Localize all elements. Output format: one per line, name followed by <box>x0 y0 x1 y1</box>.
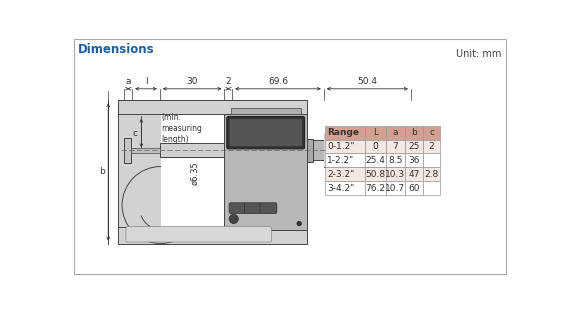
Bar <box>405 140 423 153</box>
Bar <box>423 181 440 195</box>
Text: 7: 7 <box>393 142 398 151</box>
Bar <box>131 148 160 153</box>
Text: 69.6: 69.6 <box>268 78 288 86</box>
Text: 2-3.2": 2-3.2" <box>327 170 354 179</box>
Circle shape <box>229 214 238 224</box>
Text: b: b <box>99 167 105 176</box>
Text: Unit: mm: Unit: mm <box>457 49 502 59</box>
Bar <box>386 153 405 167</box>
Bar <box>325 153 364 167</box>
FancyBboxPatch shape <box>260 203 277 214</box>
Text: 30: 30 <box>186 78 198 86</box>
Text: l: l <box>145 78 147 86</box>
Bar <box>405 181 423 195</box>
FancyBboxPatch shape <box>227 117 305 149</box>
Text: ø25: ø25 <box>426 135 435 150</box>
Bar <box>124 138 131 163</box>
Text: c: c <box>429 128 434 137</box>
Text: 2: 2 <box>429 142 434 151</box>
Bar <box>307 139 313 162</box>
Bar <box>325 140 364 153</box>
Text: 60: 60 <box>408 184 420 193</box>
Bar <box>160 144 224 157</box>
Text: c: c <box>132 129 137 138</box>
Text: 2.8: 2.8 <box>424 170 439 179</box>
Bar <box>423 153 440 167</box>
Bar <box>325 126 364 140</box>
Bar <box>325 181 364 195</box>
Text: a: a <box>393 128 398 137</box>
Text: Dimensions: Dimensions <box>77 43 154 56</box>
Bar <box>405 126 423 140</box>
Text: 76.2: 76.2 <box>366 184 385 193</box>
Bar <box>231 108 301 114</box>
Text: (min.
measuring
length): (min. measuring length) <box>162 113 202 144</box>
Bar <box>411 135 419 166</box>
Text: 8.5: 8.5 <box>388 156 403 165</box>
Text: 36: 36 <box>408 156 420 165</box>
Bar <box>411 137 432 163</box>
FancyBboxPatch shape <box>229 203 246 214</box>
Bar <box>423 140 440 153</box>
Text: 25.4: 25.4 <box>366 156 385 165</box>
Bar <box>423 126 440 140</box>
Bar <box>364 140 386 153</box>
Bar <box>364 181 386 195</box>
Bar <box>405 153 423 167</box>
Bar <box>386 181 405 195</box>
Bar <box>423 167 440 181</box>
Text: 50.4: 50.4 <box>357 78 377 86</box>
Polygon shape <box>324 133 347 167</box>
Bar <box>386 126 405 140</box>
FancyBboxPatch shape <box>245 203 262 214</box>
Text: a: a <box>125 78 131 86</box>
Circle shape <box>122 166 199 244</box>
Text: 25: 25 <box>408 142 420 151</box>
Text: 1-2.2": 1-2.2" <box>327 156 354 165</box>
Text: L: L <box>373 128 378 137</box>
Text: ø6.35: ø6.35 <box>191 162 200 185</box>
Text: b: b <box>411 128 417 137</box>
Bar <box>224 114 307 230</box>
Bar <box>118 227 307 244</box>
Text: 10.7: 10.7 <box>385 184 406 193</box>
Text: Range: Range <box>327 128 359 137</box>
FancyBboxPatch shape <box>126 227 271 242</box>
Bar <box>364 126 386 140</box>
Text: 10.3: 10.3 <box>385 170 406 179</box>
Text: 50.8: 50.8 <box>366 170 385 179</box>
Bar <box>386 167 405 181</box>
FancyBboxPatch shape <box>229 119 302 147</box>
Bar <box>118 100 160 230</box>
Text: 0-1.2": 0-1.2" <box>327 142 354 151</box>
Bar <box>386 140 405 153</box>
Bar <box>324 133 411 167</box>
Bar <box>162 114 307 230</box>
Text: 3-4.2": 3-4.2" <box>327 184 354 193</box>
Bar <box>364 153 386 167</box>
Bar <box>364 167 386 181</box>
Bar <box>325 167 364 181</box>
Bar <box>118 100 307 114</box>
Text: 47: 47 <box>408 170 420 179</box>
Bar <box>307 140 324 160</box>
Bar <box>405 167 423 181</box>
Text: 2: 2 <box>225 78 231 86</box>
Text: 0: 0 <box>372 142 379 151</box>
Circle shape <box>297 221 302 226</box>
